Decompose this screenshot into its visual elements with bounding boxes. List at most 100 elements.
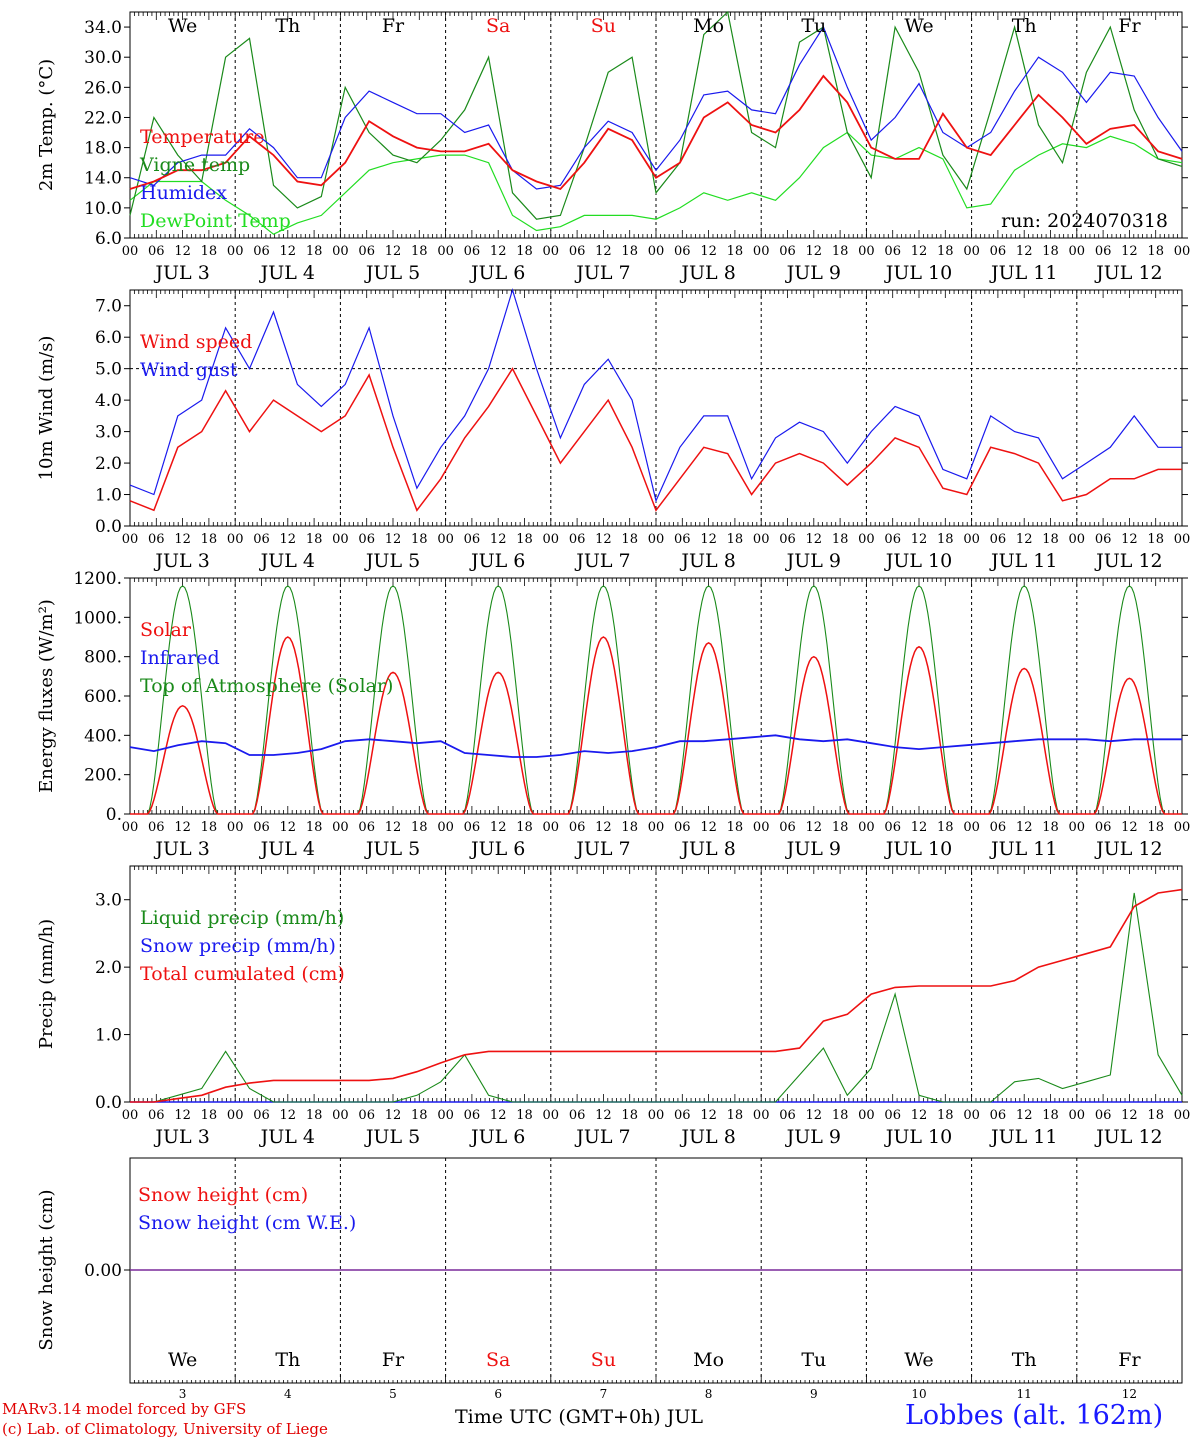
y-tick-label: 1.0	[95, 486, 122, 506]
y-tick-label: 5.0	[95, 360, 122, 380]
copyright: (c) Lab. of Climatology, University of L…	[2, 1420, 328, 1438]
hour-tick-label: 12	[1016, 532, 1033, 547]
hour-tick-label: 12	[385, 820, 402, 835]
hour-tick-label: 00	[437, 1108, 454, 1123]
legend-entry: Infrared	[140, 647, 220, 669]
hour-tick-label: 06	[990, 244, 1007, 259]
y-tick-label: 6.0	[95, 328, 122, 348]
y-tick-label: 800.	[84, 648, 122, 668]
y-tick-label: 0.	[106, 805, 122, 825]
hour-tick-label: 12	[1121, 532, 1138, 547]
date-label: JUL 5	[364, 838, 420, 860]
hour-tick-label: 06	[884, 820, 901, 835]
date-label: JUL 8	[679, 1126, 735, 1148]
legend-entry: Total cumulated (cm)	[140, 963, 345, 985]
location-label: Lobbes (alt. 162m)	[905, 1400, 1164, 1431]
hour-tick-label: 18	[306, 820, 323, 835]
hour-tick-label: 06	[569, 1108, 586, 1123]
y-tick-label: 200.	[84, 766, 122, 786]
hour-tick-label: 06	[253, 1108, 270, 1123]
date-label: JUL 12	[1094, 550, 1162, 572]
y-tick-label: 1.0	[95, 1026, 122, 1046]
legend-entry: Wind speed	[140, 331, 252, 353]
hour-tick-label: 06	[464, 820, 481, 835]
time-axis-label: Time UTC (GMT+0h) JUL	[455, 1406, 703, 1428]
hour-tick-label: 12	[280, 820, 297, 835]
hour-tick-label: 00	[1069, 820, 1086, 835]
weekday-label: Th	[1012, 1349, 1037, 1371]
weekday-label: We	[168, 15, 197, 37]
hour-tick-label: 12	[1016, 244, 1033, 259]
hour-tick-label: 06	[779, 532, 796, 547]
date-number-label: 12	[1122, 1387, 1137, 1401]
hour-tick-label: 00	[122, 244, 139, 259]
hour-tick-label: 12	[174, 244, 191, 259]
hour-tick-label: 00	[1069, 244, 1086, 259]
hour-tick-label: 12	[1121, 820, 1138, 835]
date-label: JUL 3	[153, 550, 209, 572]
hour-tick-label: 00	[753, 1108, 770, 1123]
date-label: JUL 10	[884, 838, 952, 860]
hour-tick-label: 12	[700, 820, 717, 835]
legend-entry: Solar	[140, 619, 192, 641]
date-label: JUL 10	[884, 1126, 952, 1148]
hour-tick-label: 18	[411, 244, 428, 259]
hour-tick-label: 12	[806, 1108, 823, 1123]
solar-line	[130, 636, 1182, 815]
y-tick-label: 30.0	[84, 48, 122, 68]
hour-tick-label: 18	[201, 532, 218, 547]
y-tick-label: 600.	[84, 687, 122, 707]
hour-tick-label: 06	[464, 244, 481, 259]
weekday-label: Th	[275, 1349, 300, 1371]
hour-tick-label: 18	[727, 244, 744, 259]
date-label: JUL 10	[884, 262, 952, 284]
date-number-label: 4	[284, 1387, 292, 1401]
hour-tick-label: 18	[621, 244, 638, 259]
weekday-label: We	[904, 15, 933, 37]
hour-tick-label: 06	[674, 244, 691, 259]
hour-tick-label: 18	[1042, 244, 1059, 259]
weekday-label: Mo	[693, 1349, 724, 1371]
legend-entry: Snow precip (mm/h)	[140, 935, 336, 957]
date-label: JUL 11	[989, 838, 1057, 860]
y-tick-label: 26.0	[84, 78, 122, 98]
weekday-label: We	[904, 1349, 933, 1371]
hour-tick-label: 00	[227, 244, 244, 259]
hour-tick-label: 06	[884, 532, 901, 547]
y-tick-label: 3.0	[95, 891, 122, 911]
date-label: JUL 6	[469, 838, 525, 860]
hour-tick-label: 00	[1174, 820, 1191, 835]
date-label: JUL 8	[679, 262, 735, 284]
hour-tick-label: 18	[411, 532, 428, 547]
hour-tick-label: 18	[727, 532, 744, 547]
y-tick-label: 14.0	[84, 169, 122, 189]
hour-tick-label: 06	[358, 820, 375, 835]
hour-tick-label: 12	[595, 244, 612, 259]
hour-tick-label: 00	[753, 244, 770, 259]
hour-tick-label: 12	[385, 244, 402, 259]
date-label: JUL 4	[259, 262, 315, 284]
date-number-label: 5	[389, 1387, 397, 1401]
hour-tick-label: 12	[385, 532, 402, 547]
hour-tick-label: 12	[174, 532, 191, 547]
date-label: JUL 9	[785, 262, 841, 284]
hour-tick-label: 18	[1042, 532, 1059, 547]
hour-tick-label: 00	[332, 532, 349, 547]
date-label: JUL 6	[469, 550, 525, 572]
date-number-label: 8	[705, 1387, 713, 1401]
weekday-label: Fr	[382, 15, 405, 37]
hour-tick-label: 00	[858, 532, 875, 547]
hour-tick-label: 18	[937, 244, 954, 259]
hour-tick-label: 12	[700, 244, 717, 259]
y-tick-label: 0.00	[84, 1261, 122, 1281]
hour-tick-label: 00	[122, 532, 139, 547]
hour-tick-label: 00	[122, 1108, 139, 1123]
hour-tick-label: 12	[490, 820, 507, 835]
hour-tick-label: 00	[1069, 532, 1086, 547]
hour-tick-label: 12	[280, 532, 297, 547]
hour-tick-label: 12	[490, 1108, 507, 1123]
hour-tick-label: 12	[806, 820, 823, 835]
hour-tick-label: 00	[437, 244, 454, 259]
hour-tick-label: 12	[595, 820, 612, 835]
hour-tick-label: 06	[1095, 244, 1112, 259]
